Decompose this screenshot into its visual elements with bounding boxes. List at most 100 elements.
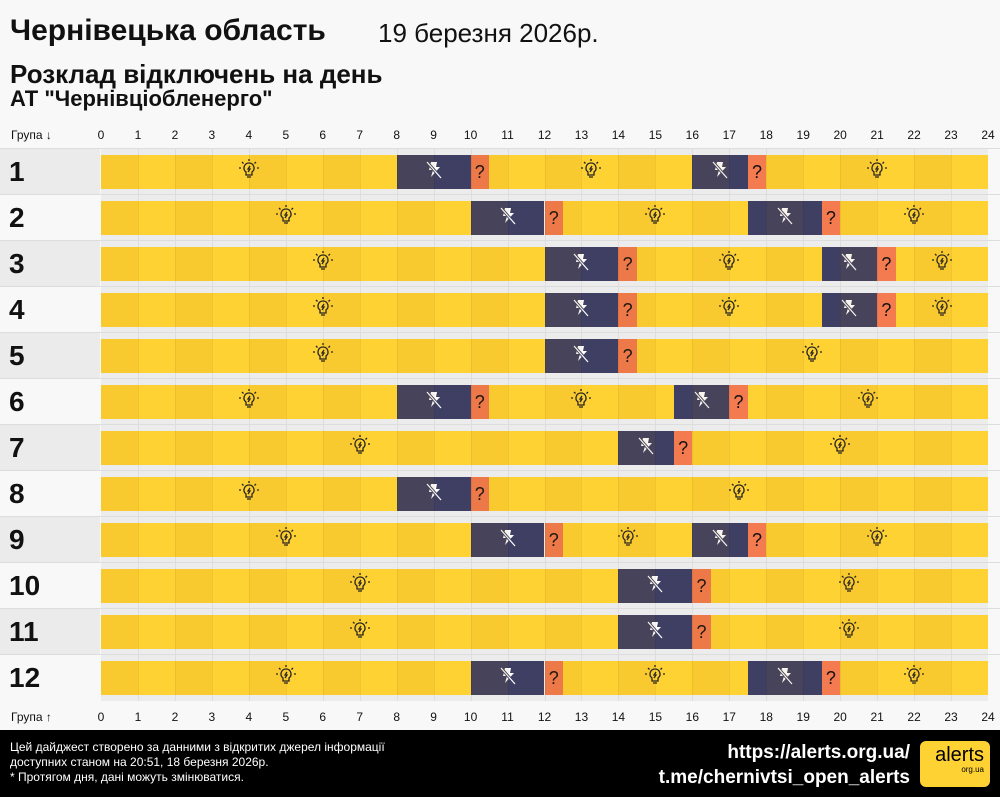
hour-shade [766,477,804,511]
hour-gridline [692,287,694,333]
hour-gridline [248,149,250,195]
power-off-icon [425,482,443,507]
possible-outage-segment: ? [470,155,490,189]
hour-shade [396,385,434,419]
hour-gridline [137,379,139,425]
hour-tick-label: 22 [907,128,921,142]
power-on-segment [766,523,988,557]
hour-shade [396,569,434,603]
hour-shade [766,431,804,465]
hour-gridline [285,655,287,701]
question-mark-icon: ? [881,299,892,320]
question-mark-icon: ? [733,391,744,412]
hour-shade [396,523,434,557]
hour-shade [766,661,804,695]
hour-gridline [692,379,694,425]
hour-gridline [803,655,805,701]
hour-gridline [877,241,879,287]
hour-gridline [618,149,620,195]
hour-gridline [951,333,953,379]
hour-gridline [914,517,916,563]
hour-shade [618,155,656,189]
hour-gridline [581,425,583,471]
hour-tick-label: 9 [430,710,437,724]
hour-gridline [729,379,731,425]
possible-outage-segment: ? [729,385,748,419]
hour-shade [618,615,656,649]
hour-gridline [544,333,546,379]
possible-outage-segment: ? [877,293,896,327]
possible-outage-segment: ? [470,477,490,511]
outage-segment [747,661,822,695]
hour-shade [618,431,656,465]
outage-segment [396,385,471,419]
hour-gridline [766,195,768,241]
hour-gridline [840,425,842,471]
hour-gridline [840,563,842,609]
subtitle: Розклад відключень на день [10,59,383,89]
hour-gridline [951,379,953,425]
hour-gridline [433,333,435,379]
power-off-icon [711,528,729,553]
hour-shade [101,201,138,235]
hour-gridline [729,287,731,333]
hour-gridline [248,195,250,241]
hour-gridline [655,379,657,425]
power-on-segment [895,293,988,327]
group-label: 6 [9,386,25,417]
hour-shade [101,569,138,603]
hour-gridline [322,333,324,379]
hour-gridline [285,379,287,425]
hour-gridline [692,517,694,563]
outage-segment [470,661,545,695]
power-off-icon [711,160,729,185]
outage-segment [544,247,619,281]
possible-outage-segment: ? [544,523,563,557]
hour-gridline [322,609,324,655]
group-label: 2 [9,202,25,233]
hour-gridline [359,425,361,471]
hour-tick-label: 17 [722,128,736,142]
hour-shade [101,477,138,511]
question-mark-icon: ? [474,483,485,504]
hour-gridline [507,609,509,655]
outage-segment [821,293,878,327]
hour-gridline [840,287,842,333]
power-off-icon [425,160,443,185]
hour-gridline [729,563,731,609]
possible-outage-segment: ? [470,385,490,419]
hour-gridline [581,379,583,425]
hour-gridline [581,241,583,287]
hour-gridline [544,195,546,241]
hour-shade [174,339,212,373]
hour-shade [692,569,730,603]
hour-tick-label: 22 [907,710,921,724]
hour-tick-label: 23 [944,128,958,142]
telegram-link[interactable]: t.me/chernivtsi_open_alerts [658,767,910,788]
group-row: 7? [0,424,1000,471]
hour-shade [101,523,138,557]
hour-tick-label: 16 [685,710,699,724]
outage-segment [692,155,748,189]
hour-tick-label: 17 [722,710,736,724]
hour-gridline [877,195,879,241]
website-link[interactable]: https://alerts.org.ua/ [727,742,910,763]
hour-gridline [655,425,657,471]
hour-shade [248,385,286,419]
hour-shade [914,385,952,419]
power-off-icon [572,344,590,369]
lightbulb-icon [719,250,740,278]
hour-gridline [766,241,768,287]
power-off-icon [572,252,590,277]
power-on-segment [101,385,397,419]
hour-gridline [618,655,620,701]
hour-tick-label: 14 [611,710,626,724]
hour-gridline [766,517,768,563]
hour-shade [840,339,878,373]
hour-shade [618,569,656,603]
hour-gridline [211,287,213,333]
lightbulb-icon [275,526,296,554]
hour-gridline [137,471,139,517]
hour-gridline [544,149,546,195]
hour-gridline [359,333,361,379]
